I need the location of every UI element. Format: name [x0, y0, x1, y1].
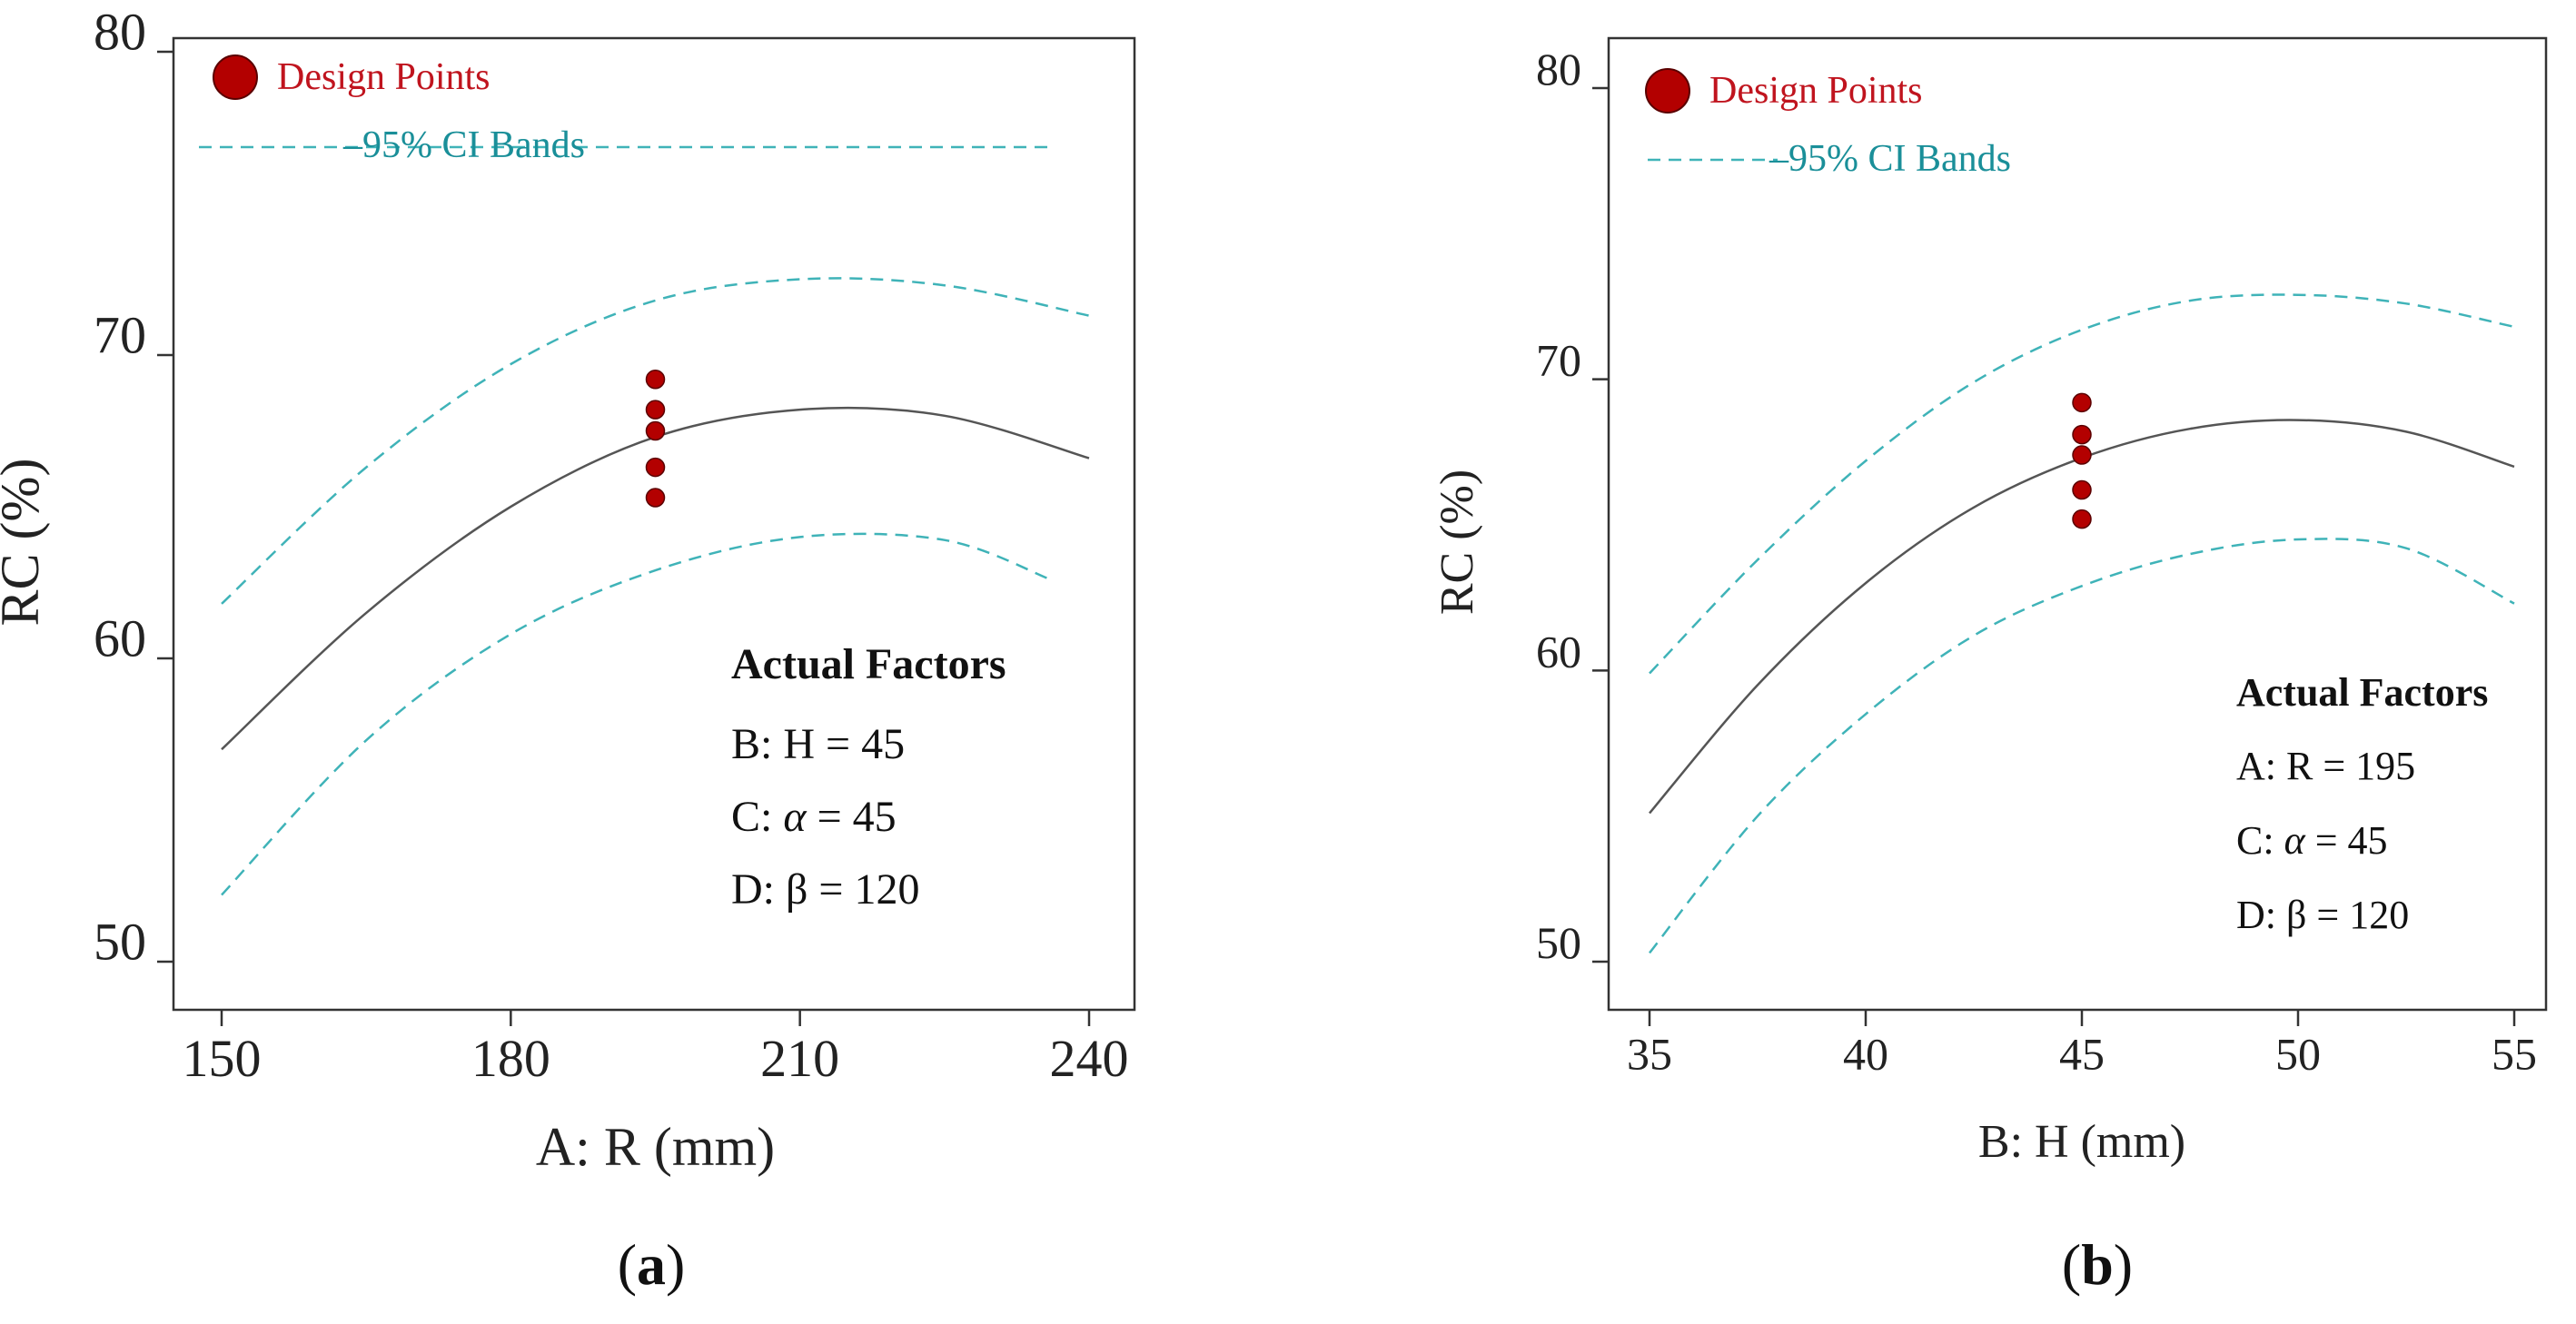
factor-alpha-symbol: α [783, 793, 807, 841]
plot-frame [1607, 36, 2548, 1012]
series-line-ci-band [1649, 293, 2515, 675]
factor-text: C: [2236, 818, 2284, 863]
factor-item: C: α = 45 [2236, 818, 2388, 863]
factor-item: C: α = 45 [731, 793, 897, 841]
x-tick-label: 45 [2059, 1029, 2105, 1080]
panel-label: (a) [618, 1232, 686, 1297]
legend-design-points-label: Design Points [277, 56, 490, 98]
factor-text: = 45 [2305, 818, 2388, 863]
panel-label: (b) [2062, 1232, 2133, 1297]
panel-label-paren: ) [666, 1232, 685, 1297]
y-tick-label: 70 [94, 306, 146, 365]
y-tick-label: 60 [94, 609, 146, 668]
y-tick-label: 50 [94, 913, 146, 972]
y-tick-label: 80 [1536, 44, 1581, 94]
series-line-prediction [221, 406, 1090, 751]
design-point [2072, 509, 2092, 529]
x-tick-label: 210 [760, 1029, 839, 1088]
x-axis-label: B: H (mm) [1978, 1116, 2185, 1168]
panel-label-paren: ( [2062, 1232, 2081, 1297]
y-axis-label: RC (%) [0, 459, 50, 627]
design-point [645, 457, 666, 478]
design-point [645, 488, 666, 508]
design-point [2072, 479, 2092, 500]
x-axis-label: A: R (mm) [536, 1117, 775, 1177]
x-tick-label: 240 [1050, 1029, 1129, 1088]
x-tick-label: 180 [471, 1029, 550, 1088]
x-tick-label: 150 [183, 1029, 262, 1088]
panel-label-letter: b [2081, 1232, 2114, 1297]
factor-item: D: β = 120 [731, 865, 920, 914]
y-tick-label: 80 [94, 3, 146, 62]
factor-text: B: H = 45 [731, 720, 905, 768]
series-line-ci-band [221, 532, 1052, 896]
factor-item: B: H = 45 [731, 720, 905, 768]
series-line-prediction [1649, 419, 2515, 815]
factor-alpha-symbol: α [2284, 818, 2306, 863]
legend-design-points-marker [213, 54, 258, 100]
x-tick-label: 50 [2275, 1029, 2321, 1080]
legend-ci-band-label: –95% CI Bands [1769, 138, 2011, 180]
x-tick-label: 55 [2492, 1029, 2537, 1080]
factors-title: Actual Factors [2236, 670, 2488, 715]
y-axis-label: RC (%) [1432, 469, 1483, 615]
legend-design-points-marker [1645, 68, 1690, 114]
factor-item: D: β = 120 [2236, 893, 2409, 937]
design-point [2072, 445, 2092, 465]
factor-text: D: β = 120 [731, 865, 920, 914]
factor-text: C: [731, 793, 783, 841]
factor-text: = 45 [807, 793, 897, 841]
factor-item: A: R = 195 [2236, 744, 2415, 788]
design-point [645, 420, 666, 441]
design-point [645, 400, 666, 420]
x-tick-label: 40 [1843, 1029, 1888, 1080]
x-tick-label: 35 [1627, 1029, 1672, 1080]
chart-panel-a: 150 180 210 240 50 60 70 80 A: R (mm) RC (%) Desig… [0, 3, 1136, 1297]
factor-text: D: β = 120 [2236, 893, 2409, 937]
factors-title: Actual Factors [731, 640, 1006, 688]
design-point [645, 369, 666, 390]
design-point [2072, 392, 2092, 413]
legend-ci-band-label: –95% CI Bands [342, 124, 585, 166]
plot-frame [172, 36, 1136, 1012]
series-line-ci-band [221, 277, 1090, 605]
panel-label-paren: ) [2114, 1232, 2133, 1297]
y-tick-label: 70 [1536, 335, 1581, 386]
factor-text: A: R = 195 [2236, 744, 2415, 788]
y-tick-label: 50 [1536, 917, 1581, 968]
legend-design-points-label: Design Points [1709, 70, 1923, 112]
design-point [2072, 424, 2092, 445]
chart-panel-b: 35 40 45 50 55 50 60 70 80 B: H (mm) RC (%) Design … [1432, 36, 2548, 1297]
y-tick-label: 60 [1536, 626, 1581, 677]
panel-label-letter: a [637, 1232, 666, 1297]
series-line-ci-band [1649, 538, 2515, 954]
panel-label-paren: ( [618, 1232, 637, 1297]
